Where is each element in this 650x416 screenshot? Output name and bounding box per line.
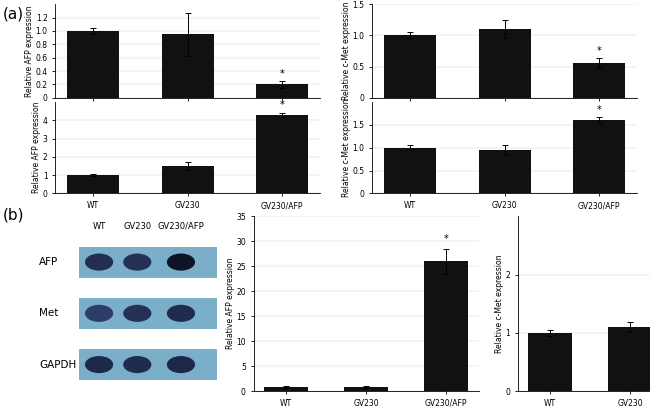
Ellipse shape xyxy=(167,253,195,271)
Ellipse shape xyxy=(167,305,195,322)
Bar xyxy=(256,115,308,193)
Bar xyxy=(608,327,650,391)
Bar xyxy=(264,387,308,391)
Ellipse shape xyxy=(85,305,113,322)
Ellipse shape xyxy=(124,253,151,271)
Y-axis label: Relative AFP expression: Relative AFP expression xyxy=(226,258,235,349)
Bar xyxy=(162,34,214,98)
Ellipse shape xyxy=(85,356,113,373)
Text: Met: Met xyxy=(39,308,58,318)
Text: (a): (a) xyxy=(3,6,25,21)
Bar xyxy=(384,35,436,98)
Text: *: * xyxy=(597,105,601,115)
Text: GV230: GV230 xyxy=(124,222,151,231)
Ellipse shape xyxy=(167,356,195,373)
Bar xyxy=(573,63,625,98)
Text: *: * xyxy=(280,100,285,110)
Bar xyxy=(256,84,308,98)
Bar xyxy=(478,150,530,193)
Y-axis label: Relative c-Met expression: Relative c-Met expression xyxy=(342,2,351,100)
Text: AFP: AFP xyxy=(39,257,58,267)
Text: (b): (b) xyxy=(3,208,25,223)
Bar xyxy=(68,31,119,98)
Bar xyxy=(162,166,214,193)
Text: *: * xyxy=(444,234,448,244)
Y-axis label: Relative c-Met expression: Relative c-Met expression xyxy=(342,99,351,197)
Text: GV230/AFP: GV230/AFP xyxy=(157,222,204,231)
Bar xyxy=(79,245,217,279)
Bar xyxy=(68,175,119,193)
Y-axis label: Relative AFP expression: Relative AFP expression xyxy=(32,102,42,193)
Bar xyxy=(79,297,217,330)
Y-axis label: Relative AFP expression: Relative AFP expression xyxy=(25,5,34,97)
Bar xyxy=(478,29,530,98)
Bar xyxy=(528,333,572,391)
Bar xyxy=(79,348,217,381)
Bar xyxy=(573,120,625,193)
Text: GAPDH: GAPDH xyxy=(39,359,76,369)
Bar xyxy=(344,386,388,391)
Y-axis label: Relative c-Met expression: Relative c-Met expression xyxy=(495,255,504,353)
Bar xyxy=(424,261,469,391)
Text: *: * xyxy=(280,69,285,79)
Ellipse shape xyxy=(85,253,113,271)
Text: WT: WT xyxy=(92,222,106,231)
Text: *: * xyxy=(597,46,601,56)
Bar xyxy=(384,148,436,193)
Ellipse shape xyxy=(124,356,151,373)
Ellipse shape xyxy=(124,305,151,322)
